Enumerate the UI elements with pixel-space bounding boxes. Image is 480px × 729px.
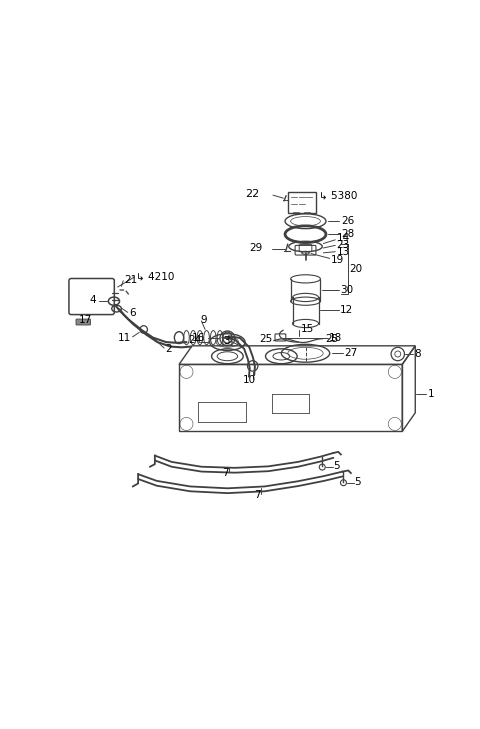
Text: 28: 28 (341, 229, 354, 239)
Text: 24: 24 (188, 335, 202, 346)
Text: 11: 11 (118, 332, 132, 343)
Text: 10: 10 (242, 375, 255, 385)
Text: 7: 7 (222, 468, 229, 478)
Text: 29: 29 (250, 243, 263, 253)
Text: 3: 3 (223, 335, 230, 346)
Text: 16: 16 (192, 333, 205, 343)
Text: 21: 21 (124, 275, 138, 284)
Text: 30: 30 (340, 285, 353, 295)
Text: 18: 18 (329, 333, 342, 343)
Text: 4: 4 (89, 295, 96, 305)
Text: 25: 25 (259, 334, 272, 344)
Text: ↳ 5380: ↳ 5380 (320, 190, 358, 200)
FancyBboxPatch shape (76, 319, 91, 325)
Text: 1: 1 (428, 389, 434, 399)
Text: 19: 19 (331, 254, 344, 265)
Text: 7: 7 (254, 490, 261, 500)
Text: 8: 8 (414, 349, 420, 359)
Text: 15: 15 (300, 324, 314, 334)
Text: 22: 22 (245, 190, 259, 200)
Text: ↳ 4210: ↳ 4210 (136, 271, 175, 281)
Text: 5: 5 (334, 461, 340, 472)
Text: 5: 5 (355, 477, 361, 487)
Text: 2: 2 (165, 344, 172, 354)
Text: 26: 26 (341, 217, 354, 226)
Text: 25: 25 (325, 334, 338, 344)
Text: 14: 14 (336, 233, 349, 243)
Text: 6: 6 (129, 308, 135, 318)
Text: 9: 9 (201, 315, 207, 325)
Text: 17: 17 (79, 315, 92, 325)
Text: 20: 20 (349, 264, 362, 273)
Text: 23: 23 (336, 241, 349, 250)
Text: 27: 27 (344, 348, 357, 358)
Text: 12: 12 (340, 305, 353, 316)
Text: 13: 13 (336, 246, 349, 257)
